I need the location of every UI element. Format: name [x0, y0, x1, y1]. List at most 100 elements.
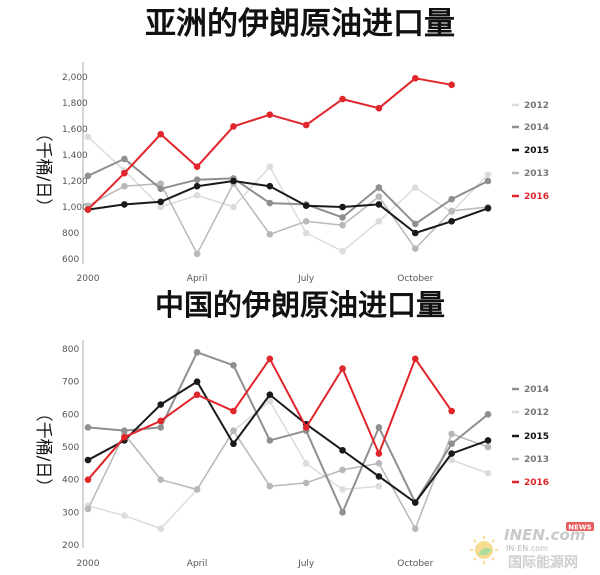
china-y-tick-label: 700: [62, 378, 79, 388]
china-series-line-2013: [87, 429, 489, 530]
asia-data-point-2012: [339, 247, 346, 255]
china-data-point-2014: [448, 440, 455, 448]
china-data-point-2015: [230, 440, 237, 448]
asia-y-ticks: 600 800 1,000 1,200 1,400 1,600 1,800 2,000: [62, 73, 88, 265]
asia-data-point-2014: [266, 199, 274, 207]
asia-data-point-2016: [193, 163, 201, 170]
asia-data-point-2014: [121, 155, 128, 163]
asia-x-tick-label: 2000: [77, 274, 100, 284]
asia-data-point-2013: [448, 207, 455, 215]
china-data-point-2013: [448, 430, 455, 438]
china-data-point-2012: [121, 512, 128, 519]
asia-y-tick-label: 600: [62, 255, 79, 265]
china-data-point-2013: [84, 505, 92, 513]
asia-y-tick-label: 1,000: [62, 203, 88, 213]
asia-data-point-2015: [157, 198, 165, 206]
china-data-point-2014: [230, 362, 237, 369]
china-data-point-2015: [339, 446, 346, 454]
asia-data-point-2012: [193, 192, 201, 199]
watermark-brand: INEN.com: [504, 526, 585, 544]
asia-data-point-2012: [375, 218, 383, 225]
china-data-point-2015: [84, 456, 92, 464]
asia-legend-label-2013: 2013: [524, 169, 549, 179]
asia-data-point-2012: [84, 133, 92, 141]
asia-data-point-2015: [411, 229, 419, 237]
china-y-tick-label: 200: [62, 541, 79, 551]
asia-data-point-2012: [411, 184, 419, 191]
asia-ylabel-text: （千桶/日）: [33, 125, 53, 216]
china-series-2015: [84, 378, 492, 506]
china-data-point-2015: [448, 450, 455, 457]
china-y-tick-label: 300: [62, 508, 79, 518]
asia-y-tick-label: 1,400: [62, 151, 88, 161]
asia-data-point-2016: [339, 95, 346, 103]
china-data-point-2016: [193, 391, 201, 399]
china-data-point-2016: [84, 476, 92, 483]
asia-legend-label-2016: 2016: [524, 192, 549, 202]
china-data-point-2013: [157, 476, 165, 483]
asia-data-point-2016: [121, 169, 128, 177]
china-data-point-2014: [157, 424, 165, 431]
china-data-point-2013: [375, 460, 383, 467]
news-badge: [566, 522, 594, 531]
china-data-point-2013: [484, 443, 492, 451]
asia-data-point-2014: [484, 177, 492, 185]
asia-data-point-2016: [84, 206, 92, 213]
china-data-point-2015: [375, 473, 383, 480]
sun-logo-icon: [470, 536, 498, 564]
asia-data-point-2012: [266, 163, 274, 170]
china-data-point-2012: [302, 460, 310, 467]
asia-data-point-2015: [302, 202, 310, 209]
asia-data-point-2013: [121, 182, 128, 190]
china-series-line-2012: [87, 400, 379, 530]
asia-legend: 2012 2014 2015 2013 2016: [512, 101, 549, 202]
asia-data-point-2014: [411, 220, 419, 228]
china-data-point-2012: [484, 469, 492, 477]
asia-data-point-2016: [302, 121, 310, 129]
china-y-axis-label: （千桶/日）: [33, 405, 53, 496]
china-data-point-2014: [266, 437, 274, 444]
china-data-point-2013: [230, 427, 237, 434]
china-data-point-2016: [375, 450, 383, 457]
asia-data-point-2013: [302, 218, 310, 225]
china-legend-label-2016: 2016: [524, 478, 549, 488]
asia-data-point-2013: [339, 221, 346, 229]
asia-x-tick-label: July: [297, 274, 315, 284]
china-data-point-2012: [448, 456, 455, 464]
asia-data-point-2012: [157, 203, 165, 211]
asia-data-point-2013: [266, 231, 274, 238]
asia-y-tick-label: 1,600: [62, 125, 88, 135]
asia-data-point-2016: [266, 111, 274, 118]
china-data-point-2012: [266, 397, 274, 405]
asia-data-point-2015: [266, 182, 274, 190]
china-series: [84, 348, 492, 532]
china-data-point-2012: [157, 525, 165, 532]
china-y-ticks: 200 300 400 500 600 700 800: [62, 345, 79, 551]
china-series-line-2012: [451, 459, 489, 474]
china-y-tick-label: 400: [62, 476, 79, 486]
china-data-point-2012: [339, 486, 346, 493]
china-x-tick-label: 2000: [77, 559, 100, 569]
asia-data-point-2014: [339, 214, 346, 221]
asia-series-line-2012: [87, 136, 489, 252]
asia-data-point-2015: [121, 201, 128, 208]
china-y-tick-label: 500: [62, 443, 79, 453]
china-legend-label-2012: 2012: [524, 408, 549, 418]
watermark-sub: IN-EN.com: [506, 544, 548, 553]
asia-y-tick-label: 1,800: [62, 99, 88, 109]
china-x-tick-label: October: [397, 559, 433, 569]
china-data-point-2016: [230, 407, 237, 415]
asia-data-point-2016: [448, 81, 455, 89]
china-data-point-2013: [411, 525, 419, 532]
china-data-point-2014: [121, 427, 128, 434]
asia-y-axis-label: （千桶/日）: [33, 125, 53, 216]
asia-data-point-2014: [157, 185, 165, 193]
china-data-point-2016: [266, 355, 274, 363]
china-data-point-2012: [375, 482, 383, 490]
china-legend: 2014 2012 2015 2013 2016: [512, 385, 549, 488]
asia-data-point-2014: [84, 172, 92, 180]
china-data-point-2014: [484, 411, 492, 418]
china-legend-label-2013: 2013: [524, 455, 549, 465]
china-data-point-2015: [157, 401, 165, 408]
